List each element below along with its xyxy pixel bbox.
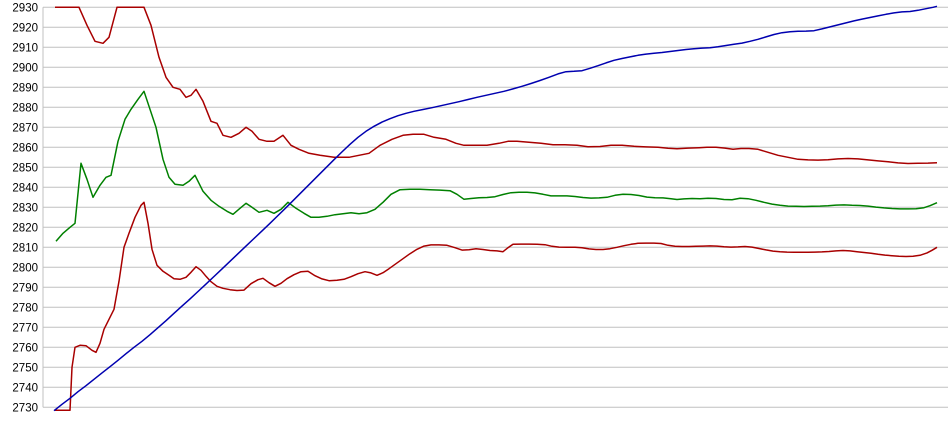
y-axis-tick-label: 2890 — [12, 82, 38, 94]
y-axis-tick-label: 2790 — [12, 282, 38, 294]
y-axis-tick-label: 2840 — [12, 182, 38, 194]
y-axis-tick-label: 2860 — [12, 142, 38, 154]
series-line-green-middle — [55, 90, 938, 242]
y-axis-tick-label: 2850 — [12, 162, 38, 174]
y-axis-tick-label: 2770 — [12, 322, 38, 334]
y-axis-tick-label: 2920 — [12, 22, 38, 34]
y-axis-tick-label: 2880 — [12, 102, 38, 114]
y-axis-tick-label: 2870 — [12, 122, 38, 134]
series-line-lower-red — [55, 201, 938, 412]
y-axis-tick-label: 2760 — [12, 342, 38, 354]
gridlines — [43, 6, 948, 408]
y-axis-tick-label: 2750 — [12, 362, 38, 374]
y-axis-tick-label: 2910 — [12, 42, 38, 54]
y-axis-tick-label: 2730 — [12, 402, 38, 414]
series-line-blue-rising — [53, 5, 938, 412]
y-axis-tick-label: 2820 — [12, 222, 38, 234]
y-axis-tick-label: 2810 — [12, 242, 38, 254]
y-axis-tick-label: 2900 — [12, 62, 38, 74]
y-axis-tick-label: 2800 — [12, 262, 38, 274]
y-axis-tick-label: 2780 — [12, 302, 38, 314]
y-axis-tick-label: 2740 — [12, 382, 38, 394]
series-line-upper-red — [55, 6, 938, 165]
y-axis-tick-label: 2930 — [12, 2, 38, 14]
y-axis-tick-label: 2830 — [12, 202, 38, 214]
y-axis-labels: 2930 2920 2910 2900 2890 2880 2870 2860 2850 2840… — [12, 2, 38, 414]
